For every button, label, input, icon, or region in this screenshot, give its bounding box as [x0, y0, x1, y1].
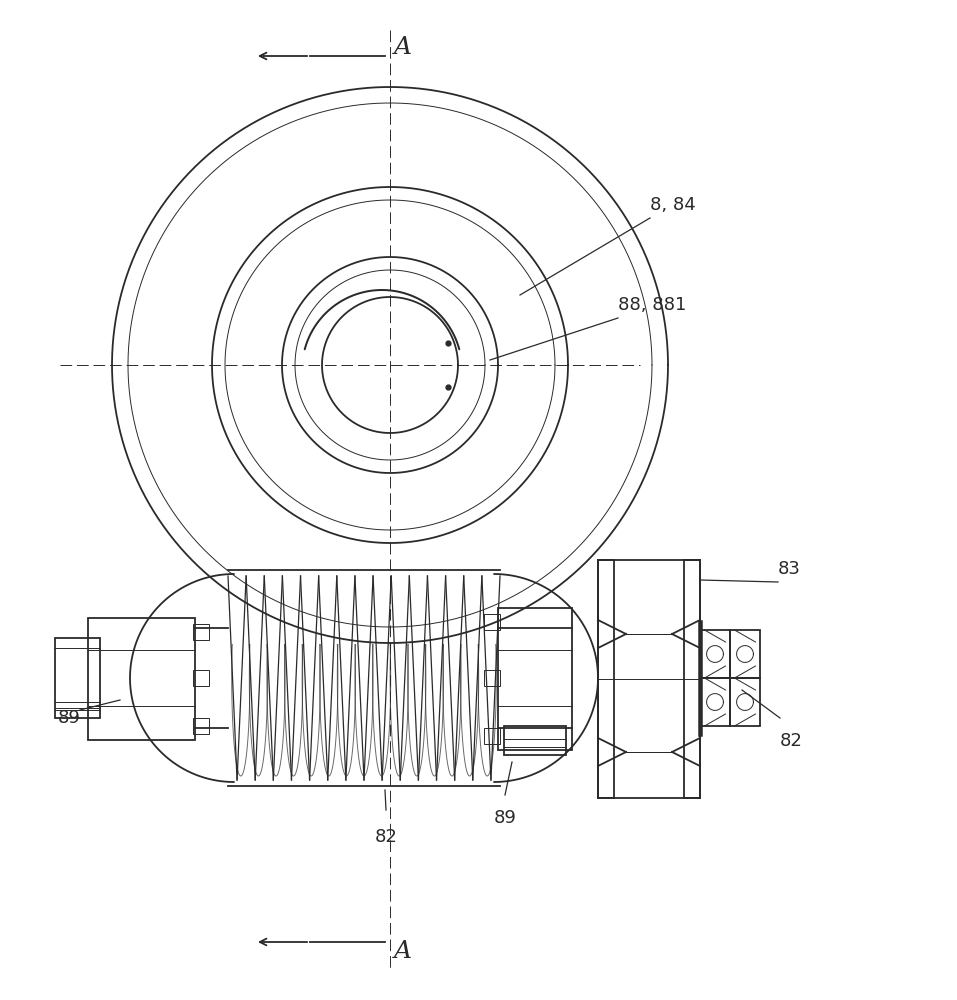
Text: A: A [394, 36, 412, 60]
Bar [684, 560, 700, 798]
Text: 89: 89 [494, 809, 517, 827]
Bar [55, 638, 100, 718]
Bar [504, 726, 566, 755]
Bar [598, 560, 614, 798]
Bar [193, 670, 209, 686]
Bar [484, 614, 500, 630]
Bar [730, 678, 760, 726]
Bar [88, 618, 195, 740]
Text: 82: 82 [780, 732, 803, 750]
Bar [700, 678, 730, 726]
Text: 89: 89 [58, 709, 81, 727]
Text: 8, 84: 8, 84 [650, 196, 696, 214]
Text: 82: 82 [374, 828, 397, 846]
Bar [193, 624, 209, 640]
Bar [730, 630, 760, 678]
Bar [484, 670, 500, 686]
Bar [484, 728, 500, 744]
Bar [498, 608, 572, 750]
Bar [700, 630, 730, 678]
Bar [193, 718, 209, 734]
Text: 88, 881: 88, 881 [618, 296, 686, 314]
Text: A: A [394, 940, 412, 964]
Text: 83: 83 [778, 560, 801, 578]
